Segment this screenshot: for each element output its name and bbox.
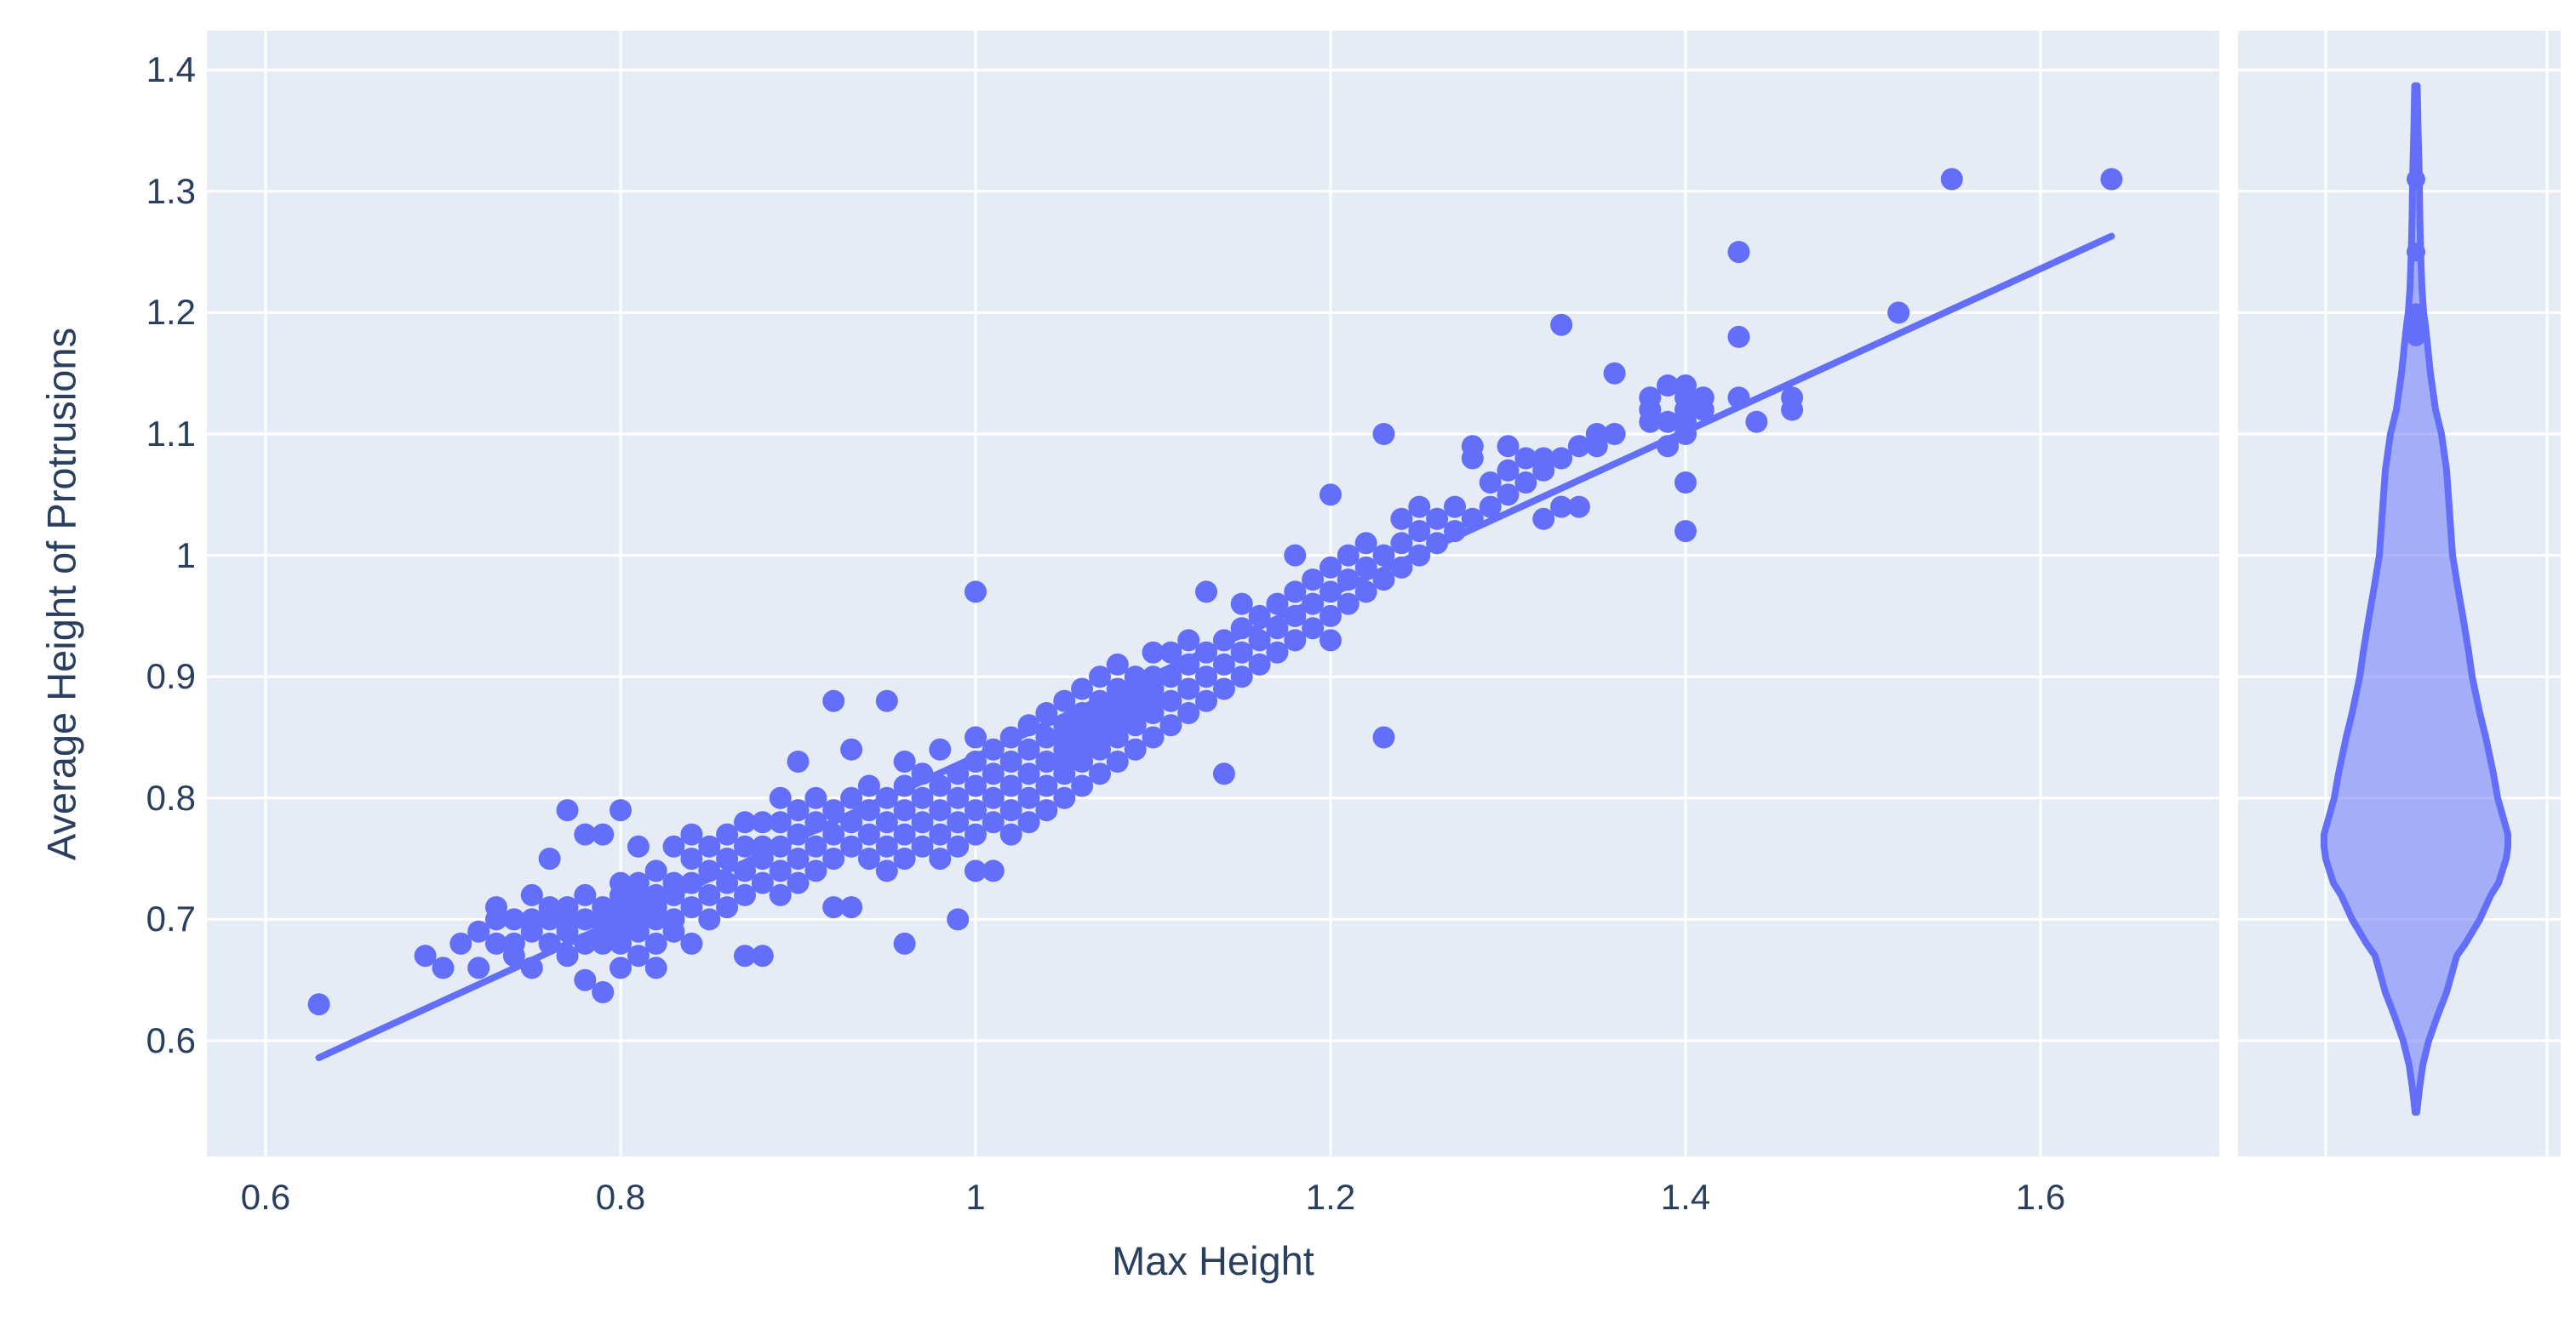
x-tick-label: 1.2 [1305,1177,1356,1217]
violin-shape[interactable] [2321,82,2511,1116]
y-tick-label: 1.2 [146,292,196,333]
x-tick-label: 1 [965,1177,986,1217]
trend-line[interactable] [315,232,2115,1061]
y-tick-label: 0.7 [146,899,196,939]
y-tick-label: 0.6 [146,1020,196,1060]
y-tick-label: 1 [175,534,196,575]
x-tick-label: 0.6 [240,1177,291,1217]
y-tick-label: 1.3 [146,170,196,211]
x-tick-label: 1.6 [2015,1177,2066,1217]
x-axis-title: Max Height [1112,1238,1314,1283]
y-tick-label: 1.4 [146,49,196,90]
gridlines [207,31,2561,1156]
scatter-points[interactable] [307,168,2123,1016]
y-tick-label: 0.8 [146,777,196,818]
x-tick-label: 1.4 [1660,1177,1711,1217]
y-axis-title: Average Height of Protrusions [38,327,84,860]
y-tick-label: 0.9 [146,656,196,697]
y-tick-label: 1.1 [146,414,196,454]
x-tick-label: 0.8 [595,1177,646,1217]
